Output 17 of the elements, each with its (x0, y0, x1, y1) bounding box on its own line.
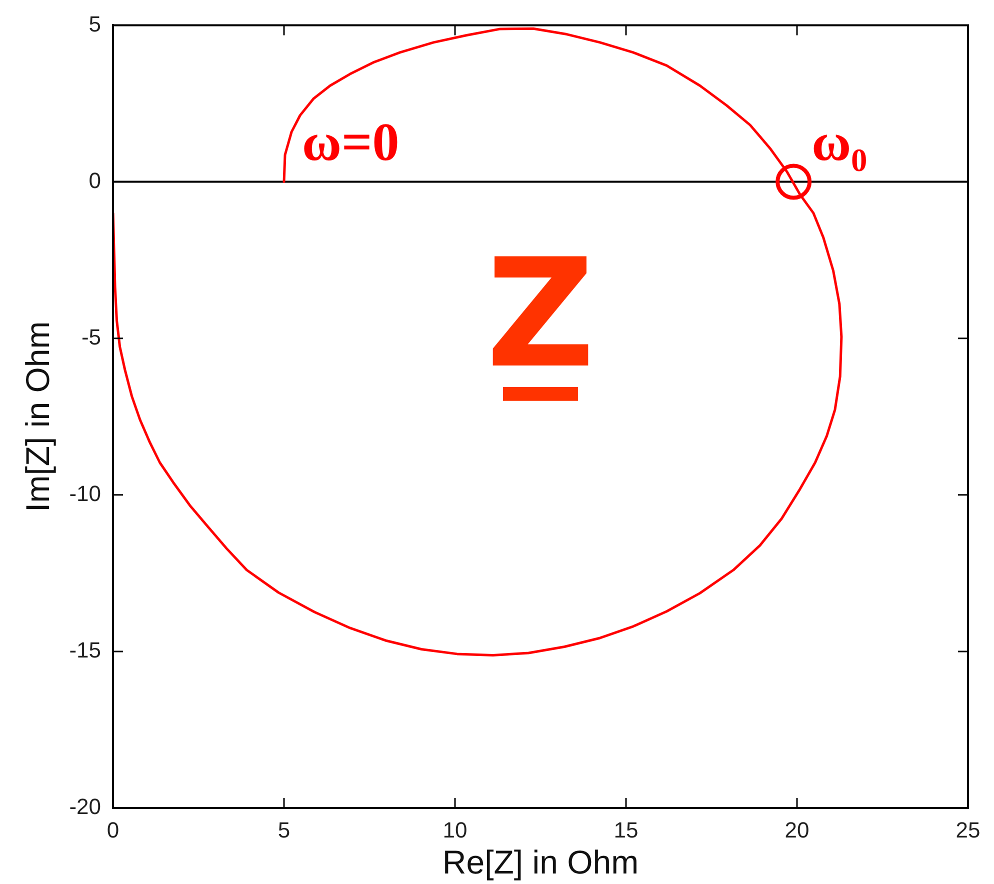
x-axis-title: Re[Z] in Ohm (442, 843, 639, 880)
y-tick-label: -15 (69, 638, 101, 663)
x-tick-label: 10 (442, 817, 468, 842)
y-tick-label: 0 (88, 168, 101, 193)
x-tick-label: 25 (956, 817, 980, 842)
y-tick-label: -5 (81, 324, 101, 350)
x-tick-label: 15 (614, 817, 638, 842)
y-tick-label: -20 (69, 794, 101, 820)
y-tick-label: -10 (69, 480, 101, 506)
annotation: Z̲ (486, 228, 595, 402)
annotation: ω₀ (812, 112, 868, 172)
x-tick-label: 20 (784, 817, 810, 842)
annotation: ω=0 (302, 112, 400, 172)
y-tick-label: 5 (88, 11, 101, 36)
x-tick-label: 5 (278, 817, 290, 842)
y-axis-title: Im[Z] in Ohm (18, 321, 56, 512)
x-tick-label: 0 (106, 817, 120, 842)
